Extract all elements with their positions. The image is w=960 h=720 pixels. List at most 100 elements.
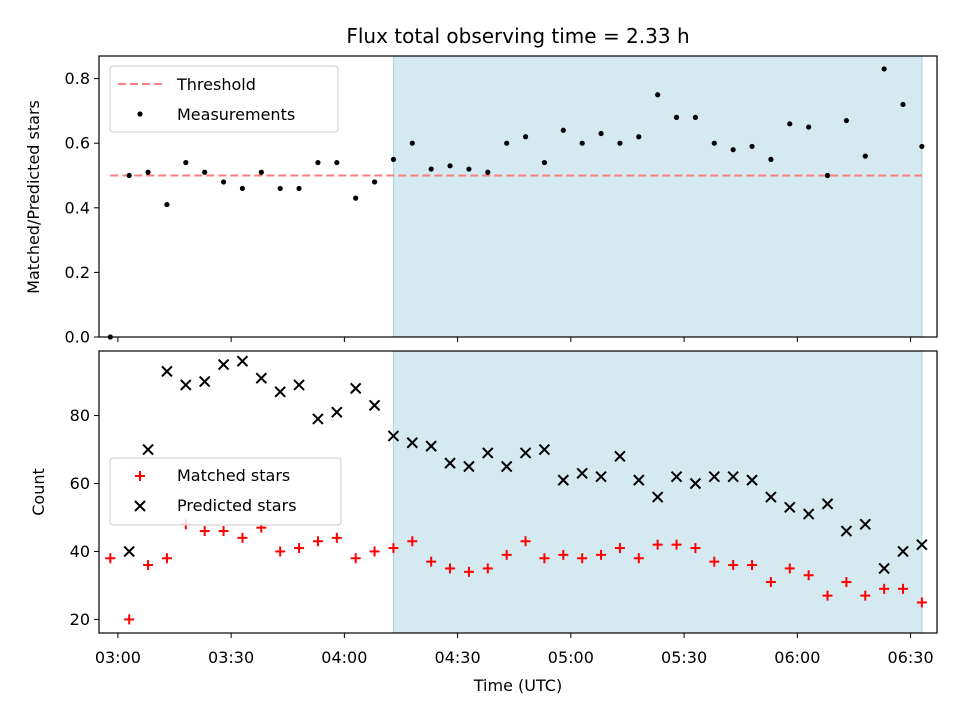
top-point-0-22	[522, 134, 529, 140]
bottom-point-1-7	[255, 372, 268, 384]
bottom-point-1-12-b	[349, 382, 362, 395]
top-point-0-30	[673, 114, 680, 120]
bottom-point-0-35	[765, 577, 776, 588]
bottom-point-0-23	[539, 553, 550, 564]
bottom-point-1-13	[368, 399, 381, 412]
bottom-point-1-34	[765, 491, 777, 503]
bottom-point-0-6	[218, 526, 229, 537]
bottom-series-predicted-stars	[123, 355, 928, 575]
bottom-point-1-15-b	[406, 437, 419, 449]
bottom-point-1-25-b	[595, 471, 607, 483]
bottom-point-0-3	[161, 553, 172, 564]
bottom-point-0-31	[690, 543, 701, 554]
measurements-legend-label: Measurements	[177, 105, 295, 124]
bottom-point-1-17-b	[444, 457, 456, 469]
bottom-point-1-4	[198, 375, 211, 388]
top-point-0-42	[900, 101, 906, 108]
bottom-ytick-label: 60	[70, 474, 90, 493]
bottom-point-0-21	[501, 549, 512, 560]
bottom-point-1-17	[444, 457, 456, 469]
bottom-point-1-10-b	[312, 413, 324, 425]
bottom-point-1-28-b	[651, 491, 664, 503]
bottom-point-1-11-b	[331, 406, 343, 418]
bottom-point-1-35-b	[784, 501, 796, 513]
top-point-0-37	[806, 124, 812, 130]
top-point-0-8	[258, 169, 264, 175]
bottom-series-matched-stars	[105, 519, 927, 625]
top-ytick-label: 0.6	[65, 134, 90, 153]
bottom-point-1-40-b	[878, 562, 890, 575]
predicted-legend-x-b	[134, 500, 146, 512]
bottom-point-0-36	[784, 563, 795, 574]
top-series-measurements	[107, 66, 925, 340]
top-point-0-33	[730, 147, 736, 153]
bottom-point-1-36-b	[802, 508, 815, 520]
top-point-0-31	[692, 114, 699, 120]
bottom-point-1-21-b	[519, 447, 532, 459]
top-ytick-label: 0.0	[65, 328, 90, 347]
bottom-point-0-32	[709, 556, 720, 567]
top-point-0-6	[220, 179, 227, 185]
top-point-0-1	[126, 172, 132, 179]
bottom-point-1-29-b	[670, 471, 683, 483]
bottom-point-0-7	[237, 532, 248, 543]
matched-stars-legend-marker	[135, 471, 145, 481]
top-point-0-38	[824, 172, 831, 179]
top-point-0-32	[711, 140, 717, 146]
top-point-0-3	[164, 201, 170, 208]
bottom-point-0-5	[199, 526, 210, 537]
bottom-point-0-38	[822, 590, 833, 601]
top-point-0-26	[598, 130, 604, 137]
bottom-point-0-24	[558, 549, 569, 560]
top-point-0-7	[239, 185, 246, 192]
bottom-point-1-41	[897, 545, 909, 558]
matched-stars-legend-label: Matched stars	[177, 466, 290, 485]
bottom-point-0-43	[916, 597, 927, 608]
bottom-point-1-7-b	[255, 372, 268, 384]
bottom-point-1-27	[633, 474, 645, 486]
bottom-point-1-16-b	[425, 440, 437, 452]
bottom-point-0-41	[879, 583, 890, 594]
top-point-0-41	[881, 66, 887, 72]
bottom-point-0-11	[312, 536, 323, 547]
top-point-0-43	[919, 143, 925, 150]
bottom-point-0-34	[747, 560, 758, 571]
top-observing-span	[393, 56, 922, 337]
bottom-point-1-0-b	[123, 545, 135, 558]
bottom-point-0-0	[105, 553, 116, 564]
bottom-point-1-14-b	[387, 430, 400, 442]
top-point-0-34	[749, 143, 755, 150]
bottom-point-1-35	[784, 501, 796, 513]
bottom-point-1-42-b	[916, 538, 928, 551]
top-point-0-36	[787, 121, 793, 127]
bottom-point-1-5-b	[217, 358, 230, 371]
bottom-point-1-30-b	[689, 477, 702, 490]
bottom-ytick-label: 80	[70, 406, 90, 425]
top-point-0-2	[145, 169, 151, 175]
bottom-point-1-30	[689, 477, 702, 490]
top-point-0-13	[353, 195, 359, 201]
bottom-point-1-22	[538, 443, 551, 456]
bottom-point-0-15	[388, 543, 399, 554]
bottom-point-1-1-b	[142, 443, 154, 456]
bottom-ytick-label: 20	[70, 610, 90, 629]
bottom-point-1-10	[312, 413, 324, 425]
count-panel: 20 40 60 80 03:00 03:30 04:00 04:30 05:00 05:30 06…	[70, 350, 938, 667]
bottom-point-1-24	[576, 467, 588, 480]
bottom-point-0-28	[633, 553, 644, 564]
bottom-point-0-9	[275, 546, 286, 557]
ratio-panel: 0.0 0.2 0.4 0.6 0.8	[65, 55, 938, 347]
bottom-point-0-18	[445, 563, 456, 574]
bottom-point-1-38	[840, 525, 853, 537]
bottom-legend-box	[109, 457, 342, 526]
bottom-xtick-label: 05:30	[661, 648, 707, 667]
top-point-0-12	[334, 159, 340, 166]
bottom-point-0-37	[803, 570, 814, 581]
bottom-point-1-9	[293, 379, 305, 391]
top-point-0-29	[655, 92, 661, 98]
bottom-point-1-6-b	[236, 355, 249, 367]
bottom-point-1-27-b	[633, 474, 645, 486]
bottom-point-1-39-b	[859, 518, 871, 530]
bottom-point-0-20	[482, 563, 493, 574]
